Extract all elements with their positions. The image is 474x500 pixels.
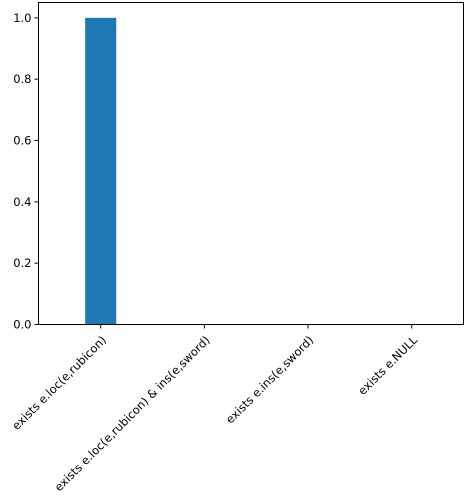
y-tick-label: 0.8 [13, 72, 31, 86]
x-axis: exists e.loc(e,rubicon)exists e.loc(e,ru… [9, 324, 420, 494]
bar-0 [85, 17, 117, 325]
y-axis: 0.0 0.2 0.4 0.6 0.8 1.0 [13, 11, 39, 332]
y-tick-label: 0.6 [13, 134, 31, 148]
x-tick-label: exists e.NULL [355, 333, 420, 398]
plot-frame [38, 2, 464, 325]
x-tick-label: exists e.ins(e,sword) [223, 333, 316, 426]
y-tick-label: 0.4 [13, 195, 31, 209]
y-tick-label: 0.0 [13, 318, 31, 332]
bars-group [85, 17, 117, 325]
x-tick-label: exists e.loc(e,rubicon) [9, 333, 109, 433]
y-tick-label: 0.2 [13, 256, 31, 270]
y-tick-label: 1.0 [13, 11, 31, 25]
